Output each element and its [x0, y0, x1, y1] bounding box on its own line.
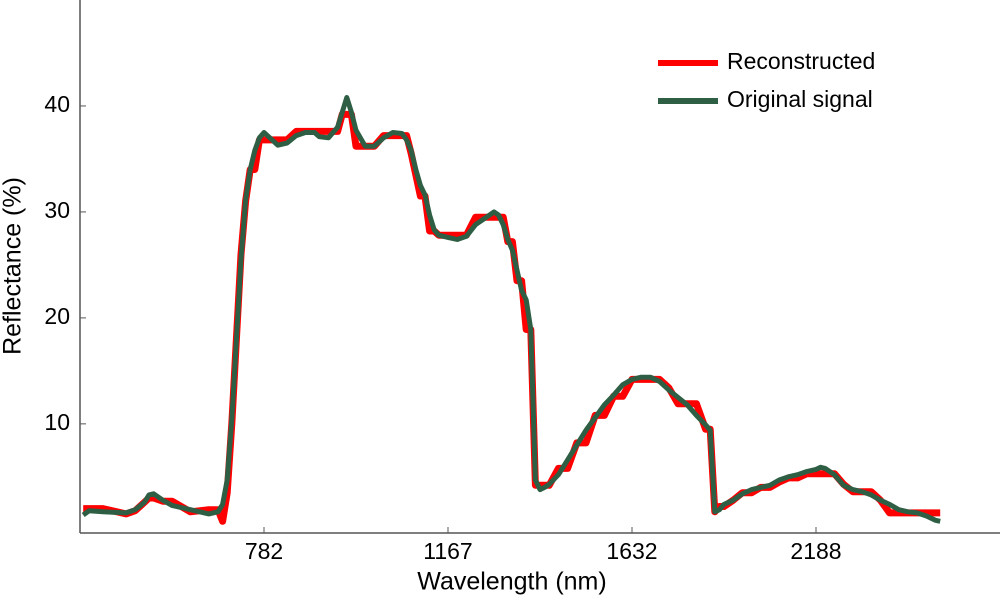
series-line — [81, 95, 941, 524]
x-tick-label: 1632 — [606, 538, 657, 564]
y-tick-label: 20 — [44, 303, 70, 329]
y-tick-label: 10 — [44, 409, 70, 435]
x-tick-label: 782 — [245, 538, 283, 564]
x-axis-label: Wavelength (nm) — [417, 568, 606, 596]
legend-label: Reconstructed — [727, 48, 875, 74]
x-tick-label: 1167 — [423, 538, 472, 564]
series-line — [83, 110, 941, 525]
y-axis-label: Reflectance (%) — [0, 177, 27, 355]
legend-label: Original signal — [727, 86, 873, 112]
y-tick-label: 40 — [44, 91, 70, 117]
y-tick-label: 30 — [44, 197, 70, 223]
x-tick-label: 2188 — [790, 538, 841, 564]
